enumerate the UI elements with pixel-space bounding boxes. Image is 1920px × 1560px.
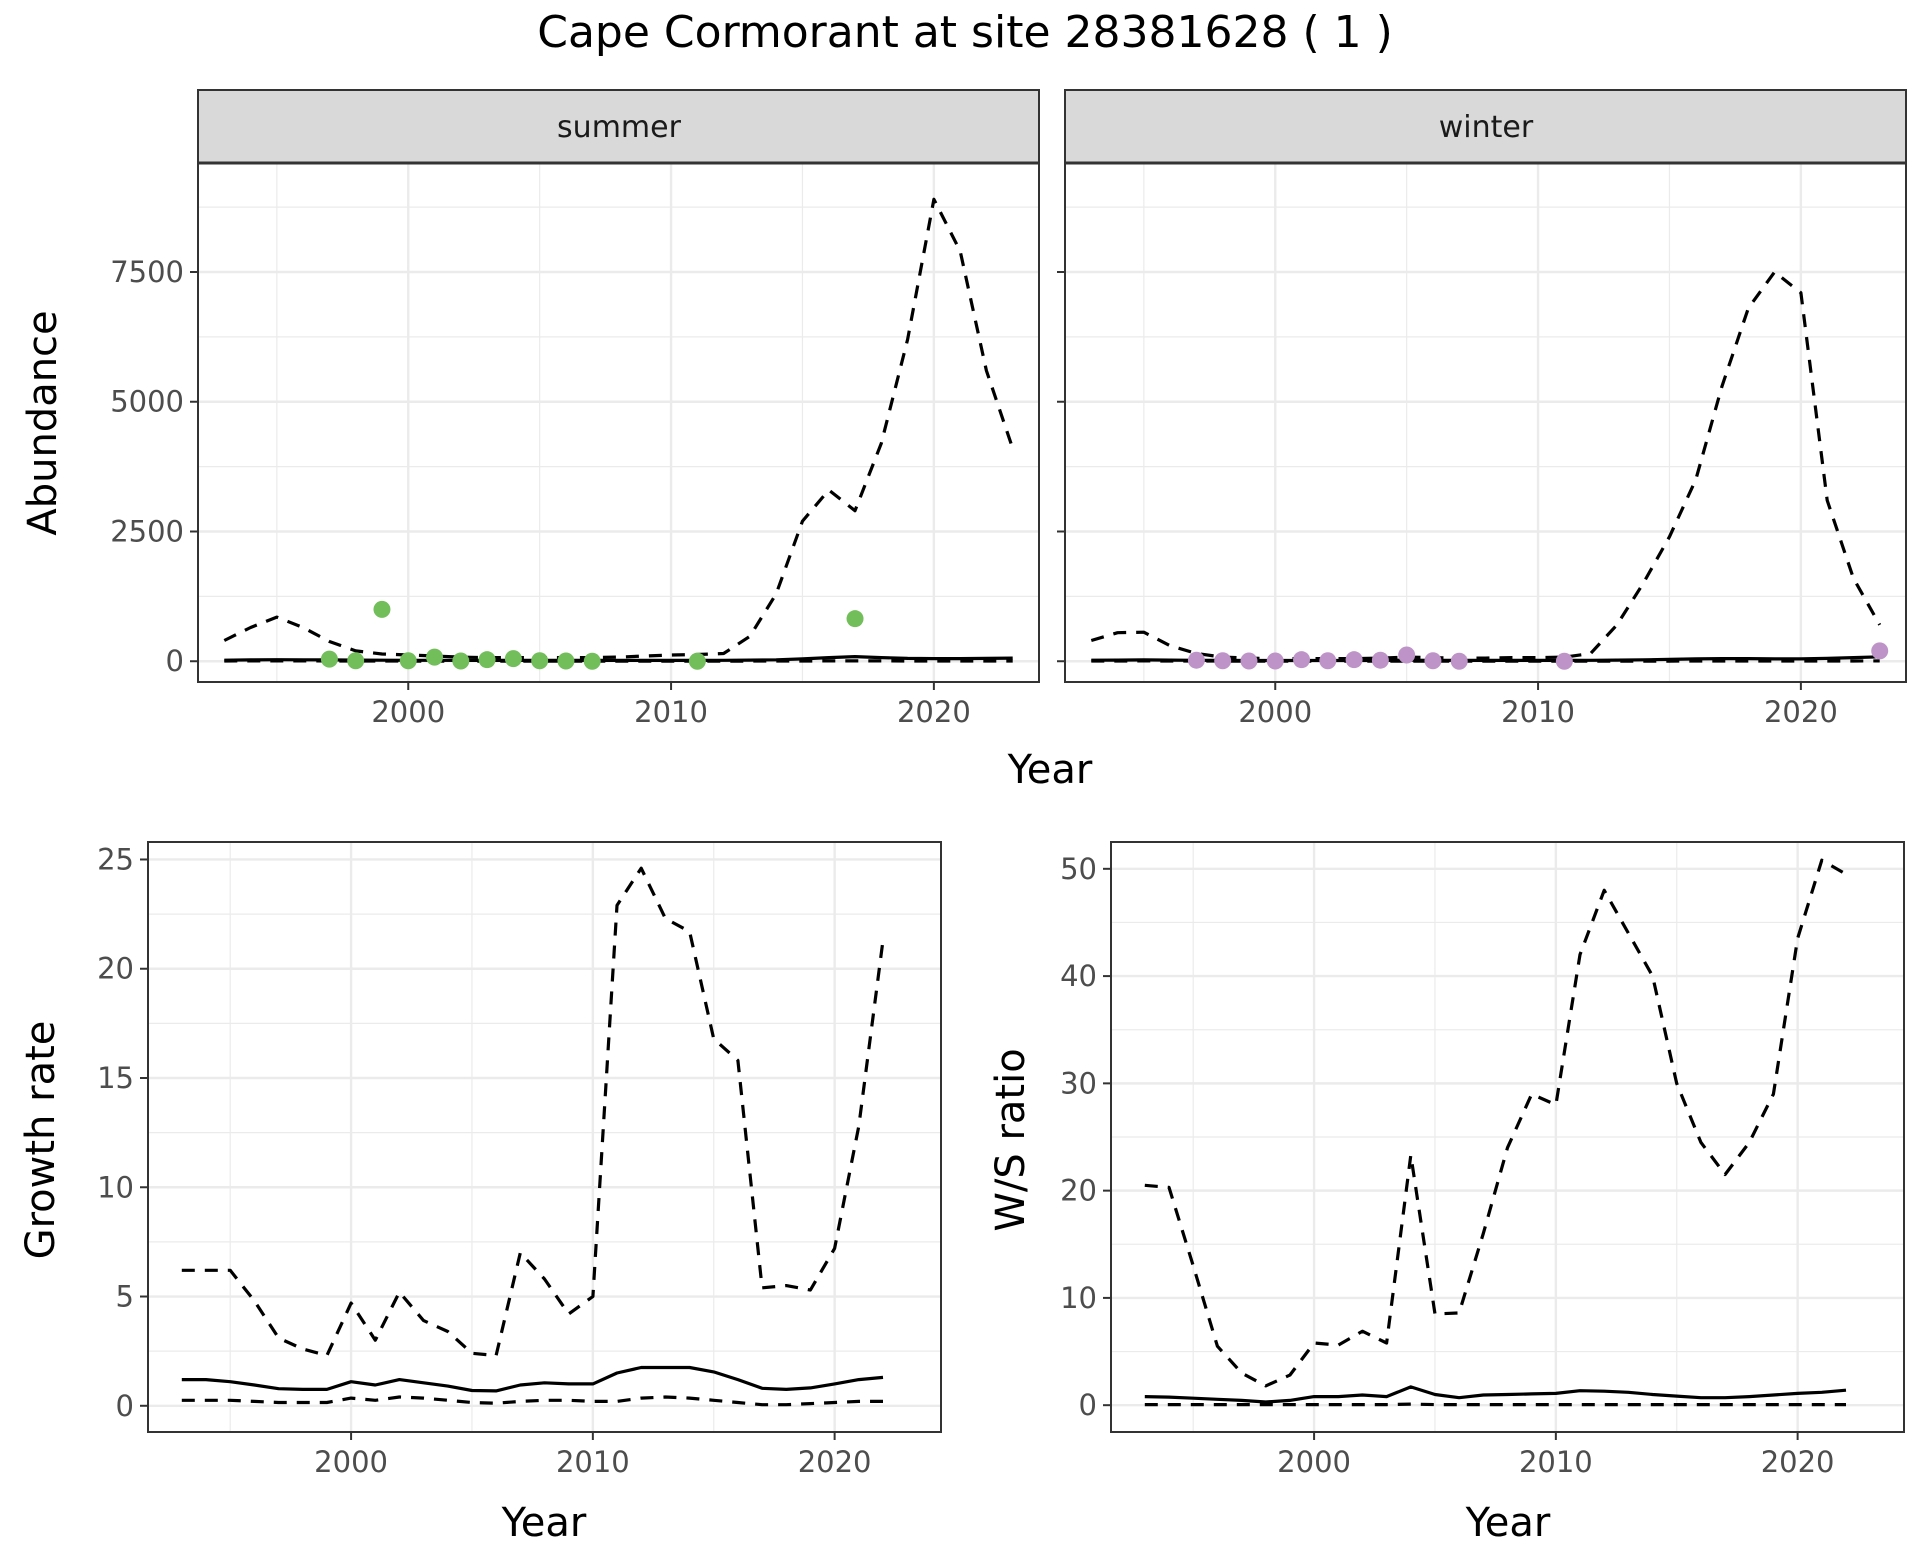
summer-data-point [347,652,365,670]
winter-strip-label: winter [1439,110,1534,145]
ws_ratio-y-tick-label: 30 [1060,1066,1097,1100]
top-ylabel: Abundance [20,310,66,535]
winter-data-point [1345,651,1363,669]
winter-data-point [1293,651,1311,669]
growth-series-line-2 [181,1365,884,1393]
growth-y-tick-label: 0 [116,1389,134,1423]
winter-series-line-1 [1090,270,1882,661]
winter-x-tick-label: 2010 [1501,695,1575,729]
ws_ratio-x-tick-label: 2000 [1277,1445,1351,1479]
growth-y-tick-label: 25 [97,842,134,876]
summer-y-tick-label: 7500 [110,255,184,289]
winter-data-point [1187,651,1205,669]
winter-facet-panel: 2000 2010 2020 [1057,89,1907,729]
ws_ratio-x-tick-label: 2020 [1761,1445,1835,1479]
winter-data-point [1319,652,1337,670]
winter-x-tick-label: 2020 [1764,695,1838,729]
winter-data-point [1214,652,1232,670]
summer-facet-panel: 2000 2010 2020 0 2500 5000 7500 [110,89,1040,729]
growth-series-line-1 [181,866,885,1358]
growth-x-tick-label: 2010 [556,1445,630,1479]
summer-plot-background [198,163,1039,682]
growth-plot-background [148,842,941,1432]
summer-x-tick-label: 2000 [371,695,445,729]
summer-data-point [846,610,864,628]
ws-ratio-panel: 2000 2010 2020 0 10 20 30 40 50 [1060,841,1905,1479]
summer-y-tick-label: 2500 [110,514,184,548]
growth-ylabel: Growth rate [18,1021,64,1260]
growth-x-tick-label: 2020 [798,1445,872,1479]
summer-data-point [373,600,391,618]
growth-rate-panel: 2000 2010 2020 0 5 10 15 20 25 [97,841,942,1479]
ws_ratio-y-tick-label: 0 [1079,1388,1097,1422]
growth-panel-border [147,841,942,1433]
summer-strip-label: summer [557,110,682,145]
ws_ratio-series-line-2 [1144,1385,1847,1404]
summer-series-line-1 [223,197,1015,660]
ws_ratio-series-line-1 [1144,858,1847,1388]
winter-data-point [1450,652,1468,670]
ws_ratio-y-tick-label: 20 [1060,1174,1097,1208]
summer-data-point [557,652,575,670]
growth-y-tick-label: 20 [97,952,134,986]
figure-title: Cape Cormorant at site 28381628 ( 1 ) [537,7,1393,58]
ws_ratio-series-line-3 [1144,1402,1846,1407]
winter-data-point [1371,651,1389,669]
growth-y-tick-label: 5 [116,1280,134,1314]
winter-data-point [1555,652,1573,670]
growth-series-line-3 [181,1395,883,1407]
summer-data-point [399,652,417,670]
summer-facet-strip [197,89,1040,164]
summer-data-point [320,650,338,668]
winter-data-point [1266,652,1284,670]
summer-x-tick-label: 2010 [634,695,708,729]
winter-x-tick-label: 2000 [1238,695,1312,729]
winter-plot-background [1065,163,1906,682]
growth-y-tick-label: 15 [97,1061,134,1095]
ws_ratio-y-tick-label: 40 [1060,959,1097,993]
summer-x-tick-label: 2020 [897,695,971,729]
ws-xlabel: Year [1465,1500,1551,1546]
winter-data-point [1871,642,1889,660]
growth-x-tick-label: 2000 [314,1445,388,1479]
summer-data-point [426,648,444,666]
summer-data-point [504,650,522,668]
summer-data-point [478,651,496,669]
summer-y-tick-label: 0 [166,644,184,678]
summer-data-point [531,652,549,670]
winter-facet-strip [1064,89,1907,164]
ws_ratio-y-tick-label: 10 [1060,1281,1097,1315]
summer-data-point [452,652,470,670]
ws-ylabel: W/S ratio [988,1048,1034,1231]
growth-xlabel: Year [501,1500,587,1546]
ws_ratio-panel-border [1110,841,1905,1433]
winter-data-point [1240,652,1258,670]
ws_ratio-y-tick-label: 50 [1060,852,1097,886]
top-xlabel: Year [1007,747,1093,793]
winter-data-point [1424,652,1442,670]
summer-y-tick-label: 5000 [110,385,184,419]
summer-data-point [583,652,601,670]
winter-data-point [1398,646,1416,664]
growth-y-tick-label: 10 [97,1170,134,1204]
ws_ratio-x-tick-label: 2010 [1519,1445,1593,1479]
summer-data-point [688,652,706,670]
